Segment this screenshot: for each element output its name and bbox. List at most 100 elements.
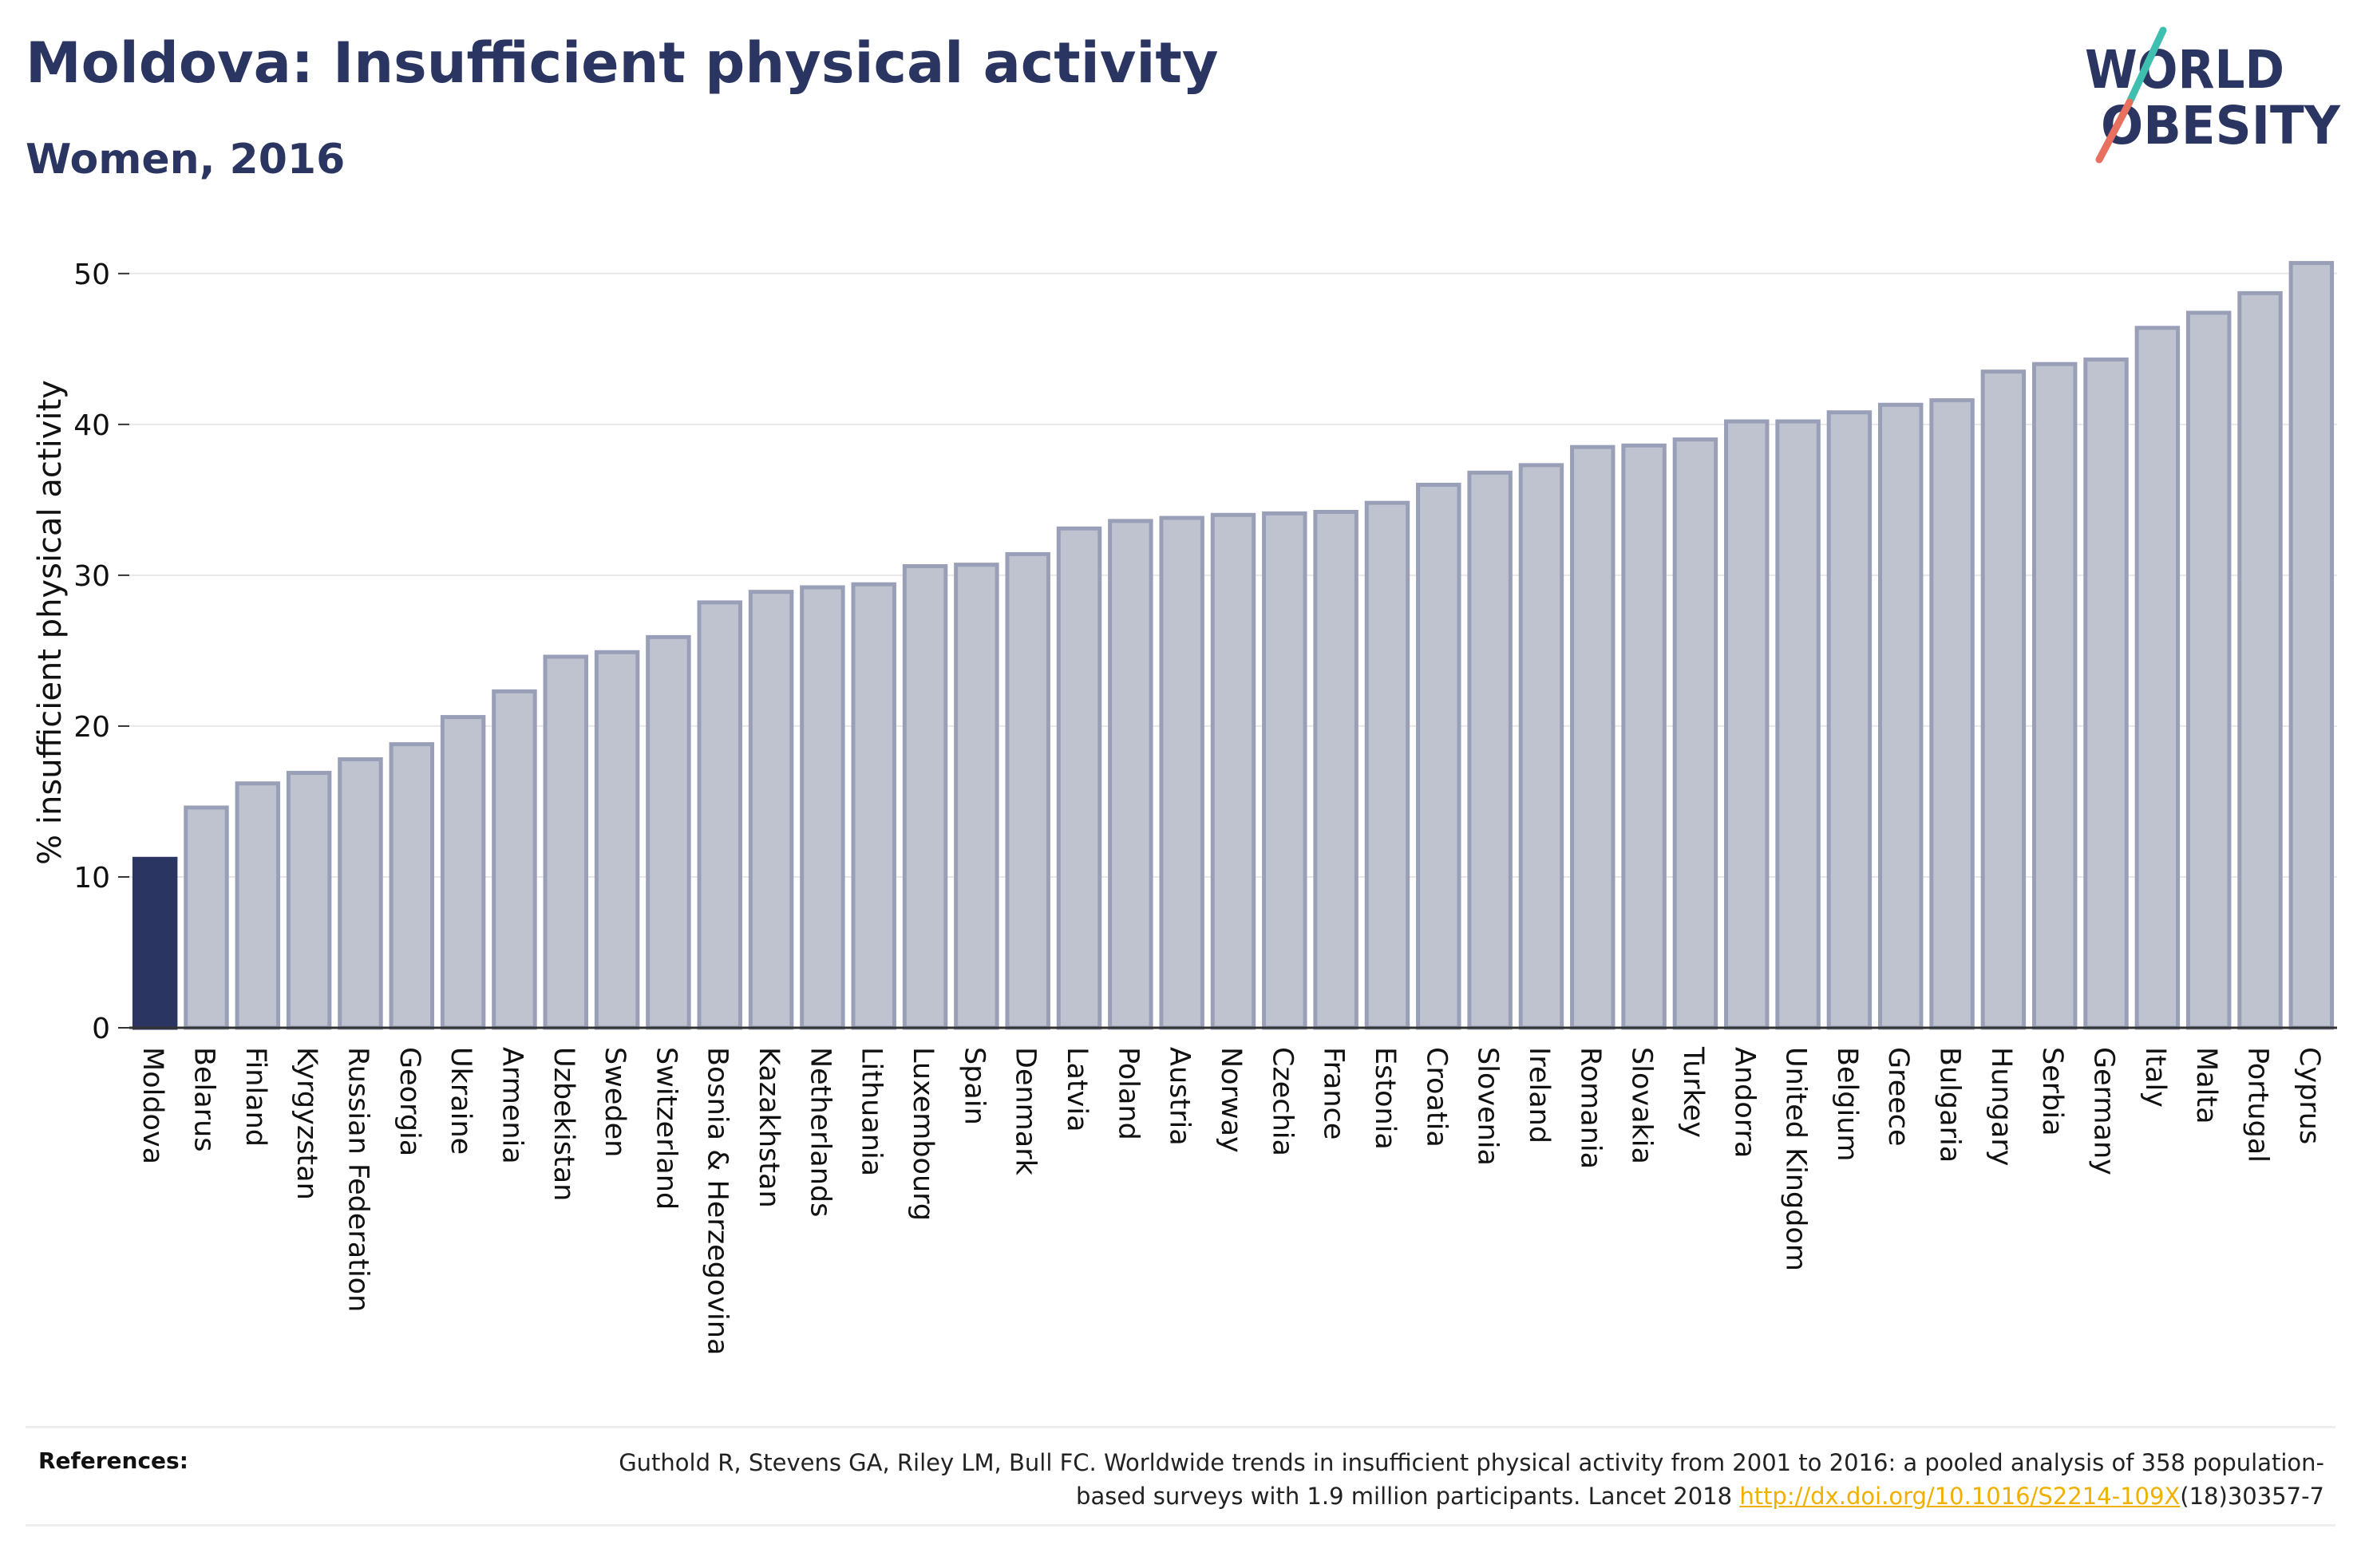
x-tick-label: Finland	[239, 1047, 271, 1147]
bar-united-kingdom	[1775, 419, 1821, 1030]
x-tick-label: Hungary	[1985, 1047, 2017, 1166]
bar-estonia	[1364, 500, 1410, 1030]
bar-malta	[2185, 310, 2232, 1030]
bar-luxembourg	[902, 564, 948, 1030]
bar-greece	[1878, 402, 1924, 1030]
y-tick-label: 20	[73, 711, 110, 744]
bar-chart: 0 10 20 30 40 50 Moldova Belarus Finland Kyrgyzst…	[32, 259, 2337, 1355]
x-tick-label: Greece	[1882, 1047, 1914, 1147]
x-tick-label: Romania	[1574, 1047, 1606, 1169]
x-tick-label: Malta	[2190, 1047, 2222, 1124]
references-label: References:	[38, 1448, 188, 1474]
footer-rule-top	[26, 1426, 2335, 1428]
bar-netherlands	[800, 585, 845, 1030]
bar-andorra	[1724, 419, 1770, 1030]
bar-ukraine	[440, 715, 486, 1030]
x-tick-label: Poland	[1112, 1047, 1144, 1140]
bar-belgium	[1826, 410, 1873, 1030]
references-citation-suffix: (18)30357-7	[2180, 1483, 2324, 1510]
x-tick-label: Ireland	[1523, 1047, 1555, 1143]
axes: 0 10 20 30 40 50 Moldova Belarus Finland Kyrgyzst…	[73, 259, 2337, 1355]
x-tick-label: Belarus	[188, 1047, 219, 1152]
bar-latvia	[1056, 526, 1102, 1030]
x-tick-label: Andorra	[1728, 1047, 1760, 1158]
bar-slovenia	[1467, 470, 1513, 1030]
bar-croatia	[1416, 482, 1461, 1030]
x-tick-label: Armenia	[496, 1047, 528, 1164]
bar-slovakia	[1621, 443, 1667, 1030]
x-tick-label: Norway	[1215, 1047, 1247, 1153]
x-tick-label: Cyprus	[2293, 1047, 2325, 1144]
x-tick-label: United Kingdom	[1780, 1047, 1812, 1271]
bar-uzbekistan	[543, 654, 588, 1030]
y-tick-label: 50	[73, 259, 110, 291]
bar-ireland	[1518, 463, 1564, 1030]
x-tick-label: Sweden	[599, 1047, 631, 1157]
bar-france	[1313, 509, 1358, 1030]
x-tick-label: Bosnia & Herzegovina	[702, 1047, 734, 1355]
x-tick-label: Czechia	[1266, 1047, 1298, 1156]
x-tick-label: Turkey	[1677, 1046, 1709, 1138]
bar-bosnia-herzegovina	[697, 600, 742, 1030]
bar-cyprus	[2288, 261, 2335, 1030]
bar-georgia	[389, 742, 435, 1030]
bar-sweden	[594, 650, 640, 1030]
x-tick-label: Portugal	[2242, 1047, 2274, 1163]
x-tick-label: France	[1318, 1047, 1350, 1139]
x-tick-label: Germany	[2088, 1047, 2120, 1175]
x-tick-label: Serbia	[2036, 1047, 2068, 1136]
bar-moldova	[132, 856, 178, 1030]
x-tick-label: Russian Federation	[342, 1047, 374, 1312]
x-tick-label: Austria	[1164, 1047, 1196, 1146]
bar-romania	[1570, 444, 1616, 1030]
svg-text:OBESITY: OBESITY	[2101, 95, 2341, 156]
bar-kazakhstan	[748, 590, 794, 1030]
bar-hungary	[1980, 369, 2027, 1030]
bar-austria	[1159, 515, 1204, 1030]
x-tick-label: Georgia	[394, 1047, 425, 1156]
x-tick-label: Denmark	[1010, 1047, 1042, 1176]
chart-subtitle: Women, 2016	[26, 136, 346, 184]
x-tick-label: Estonia	[1369, 1047, 1401, 1150]
references-citation: Guthold R, Stevens GA, Riley LM, Bull FC…	[619, 1449, 2324, 1510]
x-tick-label: Luxembourg	[907, 1047, 939, 1221]
references-doi-link[interactable]: http://dx.doi.org/10.1016/S2214-109X	[1739, 1483, 2181, 1510]
bar-lithuania	[851, 582, 896, 1030]
x-tick-label: Netherlands	[804, 1047, 836, 1217]
bar-portugal	[2237, 290, 2283, 1030]
y-tick-label: 10	[73, 862, 110, 895]
bar-serbia	[2031, 361, 2078, 1030]
bar-poland	[1108, 519, 1153, 1030]
footer-rule-bottom	[26, 1524, 2335, 1527]
references-text: Guthold R, Stevens GA, Riley LM, Bull FC…	[568, 1446, 2324, 1513]
bar-bulgaria	[1929, 398, 1975, 1030]
x-tick-label: Belgium	[1831, 1047, 1863, 1162]
x-tick-label: Lithuania	[856, 1047, 888, 1176]
bar-armenia	[492, 689, 537, 1030]
x-tick-label: Bulgaria	[1934, 1047, 1966, 1163]
x-tick-label: Moldova	[136, 1047, 168, 1164]
bar-belarus	[184, 805, 229, 1030]
bar-turkey	[1672, 437, 1718, 1030]
bar-finland	[235, 781, 281, 1030]
world-obesity-logo: WORLD OBESITY	[2085, 26, 2341, 164]
bar-czechia	[1262, 511, 1307, 1030]
x-tick-label: Ukraine	[445, 1047, 477, 1155]
x-tick-label: Croatia	[1420, 1047, 1452, 1147]
chart-title: Moldova: Insufficient physical activity	[26, 30, 1219, 96]
bars	[132, 261, 2335, 1030]
bar-norway	[1210, 512, 1256, 1030]
bar-germany	[2083, 357, 2129, 1030]
x-tick-label: Italy	[2139, 1047, 2171, 1108]
bar-denmark	[1005, 551, 1050, 1030]
bar-kyrgyzstan	[286, 771, 332, 1030]
x-tick-label: Latvia	[1061, 1047, 1093, 1132]
x-tick-label: Uzbekistan	[548, 1047, 579, 1201]
x-tick-label: Kyrgyzstan	[291, 1047, 322, 1200]
bar-spain	[954, 563, 999, 1030]
x-tick-label: Kazakhstan	[753, 1047, 785, 1208]
x-tick-label: Slovenia	[1472, 1047, 1504, 1166]
x-tick-label: Slovakia	[1626, 1047, 1658, 1164]
svg-text:WORLD: WORLD	[2085, 39, 2284, 101]
bar-italy	[2134, 326, 2181, 1030]
